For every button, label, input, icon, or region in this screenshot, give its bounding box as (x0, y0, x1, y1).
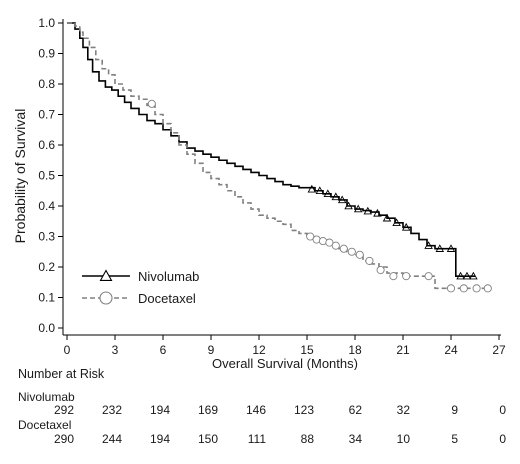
censor-marker (376, 265, 385, 275)
censor-marker (339, 244, 348, 253)
risk-cell: 88 (300, 432, 314, 446)
legend-label: Nivolumab (138, 269, 199, 284)
risk-row-label: Nivolumab (18, 390, 75, 404)
risk-cell: 169 (197, 403, 218, 417)
y-tick-label: 0.1 (38, 291, 55, 305)
x-axis-label: Overall Survival (Months) (212, 356, 358, 370)
legend-label: Docetaxel (138, 291, 196, 306)
y-tick-label: 0.9 (38, 47, 55, 61)
censor-marker (306, 232, 315, 241)
chart-series (67, 22, 492, 293)
censor-marker (424, 241, 433, 249)
censor-marker (365, 256, 374, 265)
risk-cell: 244 (101, 432, 122, 446)
censor-marker (459, 284, 468, 293)
risk-cell: 0 (499, 432, 506, 446)
y-tick-label: 0.0 (38, 321, 55, 335)
y-tick-label: 0.3 (38, 230, 55, 244)
x-tick-label: 9 (208, 343, 215, 357)
censor-marker (331, 192, 341, 201)
censor-marker (323, 189, 333, 198)
censor-marker (424, 272, 433, 281)
legend-marker-triangle (99, 269, 113, 281)
x-tick-label: 6 (160, 343, 167, 357)
y-tick-label: 0.5 (38, 169, 55, 183)
risk-cell: 32 (396, 403, 410, 417)
censor-marker (392, 218, 401, 227)
censor-marker (401, 222, 411, 231)
survival-chart: 0 3 6 9 12 15 18 21 24 27 0.0 0.1 0.2 0.3 0.4 0.5 0.6 0.7… (12, 16, 506, 370)
series-line (67, 22, 475, 277)
censor-marker (402, 272, 411, 281)
censor-marker (363, 206, 373, 215)
censor-marker (331, 241, 340, 250)
series-docetaxel (67, 22, 492, 293)
y-axis-label: Probability of Survival (12, 109, 28, 244)
y-tick-label: 0.6 (38, 138, 55, 152)
censor-marker (373, 208, 382, 217)
x-tick-label: 18 (348, 343, 362, 357)
risk-row-nivolumab-values: 292 232 194 169 146 123 62 32 9 0 (0, 403, 520, 417)
x-tick-label: 15 (300, 343, 314, 357)
risk-cell: 146 (245, 403, 266, 417)
risk-cell: 5 (451, 432, 458, 446)
censor-marker (355, 250, 364, 259)
censor-marker (456, 271, 465, 280)
y-tick-label: 0.7 (38, 108, 55, 122)
risk-cell: 9 (451, 403, 458, 417)
x-tick-label: 3 (112, 343, 119, 357)
censor-marker (344, 201, 353, 210)
y-tick-label: 0.8 (38, 77, 55, 91)
risk-cell: 62 (348, 403, 362, 417)
censor-marker (325, 238, 334, 247)
y-tick-label: 0.2 (38, 260, 55, 274)
risk-table-heading: Number at Risk (18, 367, 105, 381)
x-tick-label: 12 (252, 343, 266, 357)
risk-cell: 290 (53, 432, 74, 446)
censor-marker (462, 271, 472, 280)
legend-marker-circle (99, 291, 113, 305)
censor-marker (389, 272, 398, 281)
censor-marker (483, 284, 492, 293)
risk-cell: 111 (247, 432, 266, 446)
y-tick-label: 1.0 (38, 16, 55, 30)
x-tick-label: 27 (492, 343, 506, 357)
censor-marker (446, 284, 456, 293)
risk-cell: 123 (293, 403, 314, 417)
censor-marker (147, 99, 156, 108)
y-tick-label: 0.4 (38, 199, 55, 213)
x-tick-label: 21 (396, 343, 410, 357)
risk-row-nivolumab: Nivolumab (0, 390, 520, 404)
x-tick-label: 24 (444, 343, 458, 357)
censor-marker (446, 244, 456, 252)
x-tick-label: 0 (64, 343, 71, 357)
risk-row-label: Docetaxel (18, 418, 72, 432)
censor-marker (315, 186, 325, 195)
censor-marker (472, 284, 481, 293)
risk-cell: 292 (53, 403, 74, 417)
censor-marker (469, 271, 478, 280)
risk-cell: 34 (348, 432, 362, 446)
series-nivolumab (67, 22, 478, 280)
censor-marker (337, 195, 347, 204)
censor-marker (307, 184, 317, 193)
risk-row-docetaxel-values: 290 244 194 150 111 88 34 10 5 0 (0, 432, 520, 446)
censor-marker (347, 247, 356, 256)
risk-cell: 0 (499, 403, 506, 417)
risk-cell: 10 (396, 432, 410, 446)
risk-cell: 194 (149, 403, 170, 417)
risk-cell: 194 (149, 432, 170, 446)
censor-marker (353, 204, 363, 213)
censor-marker (382, 213, 392, 222)
risk-cell: 232 (101, 403, 122, 417)
risk-cell: 150 (197, 432, 218, 446)
chart-axes: 0 3 6 9 12 15 18 21 24 27 0.0 0.1 0.2 0.3 0.4 0.5 0.6 0.7… (38, 16, 506, 357)
chart-legend: Nivolumab Docetaxel (82, 269, 199, 306)
risk-row-docetaxel: Docetaxel (0, 418, 520, 432)
censor-marker (435, 244, 445, 252)
